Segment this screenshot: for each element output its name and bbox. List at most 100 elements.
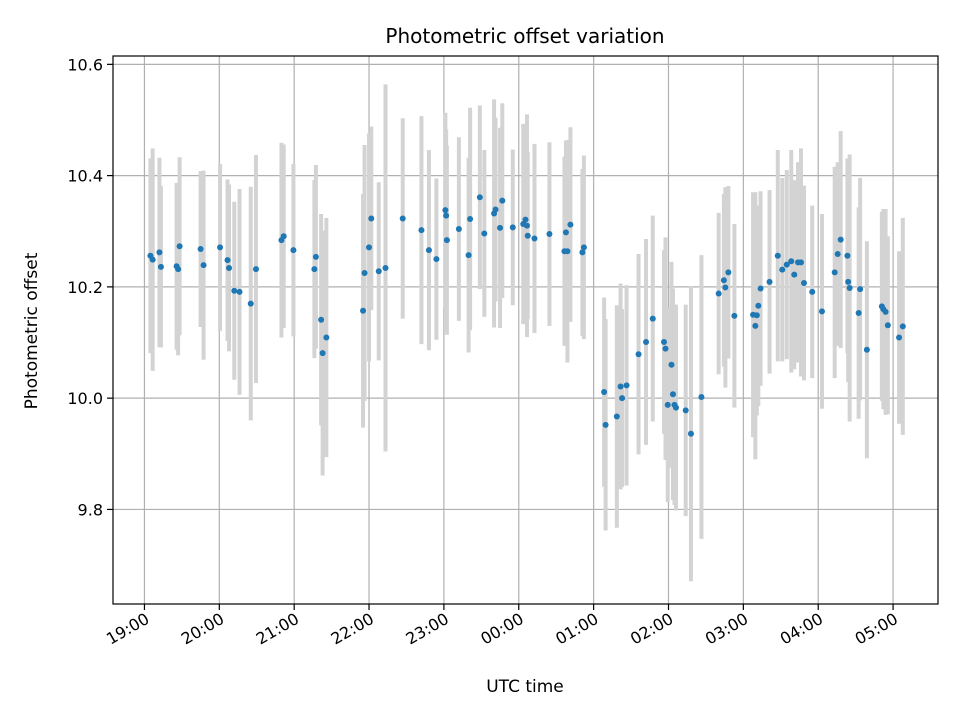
data-point	[857, 286, 864, 293]
data-point	[217, 244, 224, 251]
data-point	[837, 236, 844, 243]
data-point	[290, 247, 297, 254]
data-point	[791, 271, 798, 278]
y-axis-label: Photometric offset	[22, 252, 42, 409]
data-point	[882, 308, 889, 315]
data-point	[757, 285, 764, 292]
data-point	[531, 235, 538, 242]
data-point	[788, 258, 795, 265]
data-point	[846, 284, 853, 291]
data-point	[725, 269, 732, 276]
data-point	[523, 222, 530, 229]
data-point	[668, 361, 675, 368]
data-point	[687, 430, 694, 437]
data-point	[156, 249, 163, 256]
data-point	[442, 207, 449, 214]
data-point	[280, 233, 287, 240]
data-point	[247, 300, 254, 307]
data-point	[312, 253, 319, 260]
data-point	[800, 279, 807, 286]
data-point	[797, 259, 804, 266]
x-axis-label: UTC time	[486, 677, 564, 697]
data-point	[499, 197, 506, 204]
data-point	[682, 407, 689, 414]
data-point	[226, 264, 233, 271]
data-point	[617, 383, 624, 390]
data-point	[481, 230, 488, 237]
data-point	[149, 256, 156, 263]
data-point	[399, 215, 406, 222]
data-point	[662, 345, 669, 352]
data-point	[522, 216, 529, 223]
data-point	[197, 246, 204, 253]
data-point	[567, 221, 574, 228]
data-point	[845, 278, 852, 285]
data-point	[509, 224, 516, 231]
data-point	[649, 315, 656, 322]
y-tick-label: 10.0	[67, 389, 103, 408]
data-point	[752, 322, 759, 329]
y-tick-label: 9.8	[78, 500, 103, 519]
data-point	[774, 252, 781, 259]
data-point	[564, 248, 571, 255]
data-point	[323, 334, 330, 341]
data-point	[896, 334, 903, 341]
data-point	[443, 237, 450, 244]
data-point	[602, 421, 609, 428]
data-point	[418, 227, 425, 234]
data-point	[579, 249, 586, 256]
data-point	[720, 277, 727, 284]
y-tick-label: 10.4	[67, 167, 103, 186]
data-point	[613, 413, 620, 420]
data-point	[368, 215, 375, 222]
data-point	[809, 288, 816, 295]
data-point	[425, 247, 432, 254]
data-point	[834, 251, 841, 258]
data-point	[635, 351, 642, 358]
data-point	[672, 404, 679, 411]
data-point	[715, 290, 722, 297]
data-point	[562, 229, 569, 236]
data-point	[476, 194, 483, 201]
data-point	[783, 261, 790, 268]
plot-frame	[112, 55, 939, 605]
data-point	[623, 382, 630, 389]
data-point	[731, 312, 738, 319]
data-point	[546, 231, 553, 238]
data-point	[366, 244, 373, 251]
data-point	[231, 287, 238, 294]
data-point	[643, 338, 650, 345]
data-point	[660, 338, 667, 345]
data-point	[844, 252, 851, 259]
data-point	[766, 278, 773, 285]
data-point	[863, 346, 870, 353]
data-point	[855, 310, 862, 317]
data-point	[361, 269, 368, 276]
data-point	[252, 266, 259, 273]
data-point	[236, 288, 243, 295]
data-point	[433, 256, 440, 263]
data-point	[492, 206, 499, 213]
data-point	[497, 224, 504, 231]
data-point	[465, 252, 472, 259]
data-point	[753, 312, 760, 319]
data-point	[200, 262, 207, 269]
data-point	[669, 391, 676, 398]
chart-title: Photometric offset variation	[385, 24, 664, 48]
data-point	[157, 263, 164, 270]
data-point	[818, 308, 825, 315]
data-point	[664, 401, 671, 408]
data-point	[360, 307, 367, 314]
data-point	[318, 316, 325, 323]
y-tick-label: 10.2	[67, 278, 103, 297]
data-point	[311, 266, 318, 273]
data-point	[619, 395, 626, 402]
data-point	[698, 394, 705, 401]
data-point	[175, 266, 182, 273]
data-point	[176, 243, 183, 250]
data-point	[884, 322, 891, 329]
data-point	[375, 268, 382, 275]
data-point	[601, 389, 608, 396]
data-point	[319, 350, 326, 357]
